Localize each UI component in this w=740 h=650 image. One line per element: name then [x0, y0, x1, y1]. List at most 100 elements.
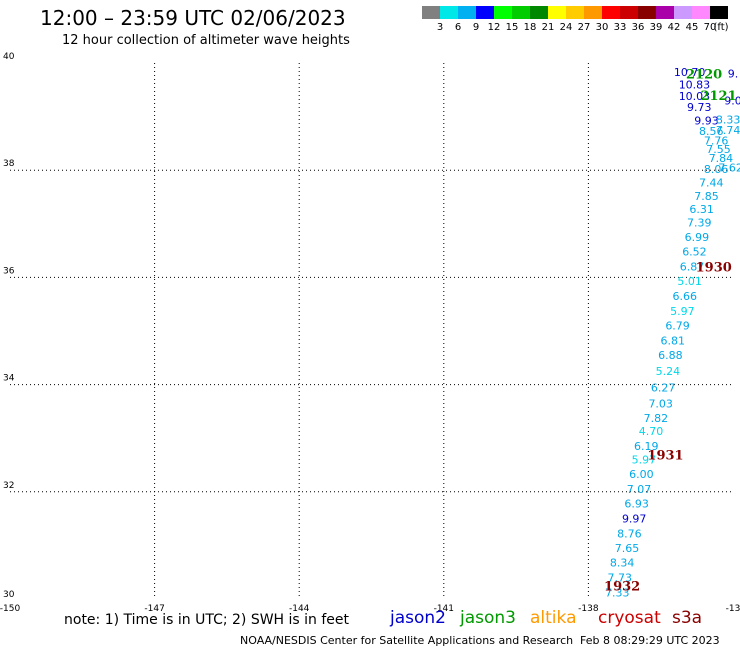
legend-swatch	[440, 6, 458, 19]
y-tick-label: 30	[3, 590, 15, 600]
satellite-s3a: s3a	[672, 608, 703, 628]
wave-height-label: 9.97	[622, 513, 647, 526]
y-tick-label: 36	[3, 266, 15, 276]
legend-swatch	[530, 6, 548, 19]
legend-swatch	[638, 6, 656, 19]
x-tick-label: -147	[144, 604, 164, 614]
wave-height-label: 7.76	[704, 135, 729, 148]
wave-height-label: 6.88	[658, 349, 683, 362]
legend-swatch	[692, 6, 710, 19]
wave-height-label: 7.82	[644, 412, 669, 425]
legend-tick-label: 33	[613, 22, 627, 33]
wave-height-label: 7.62	[718, 162, 740, 175]
wave-height-label: 7.84	[709, 152, 734, 165]
x-tick-label: -150	[0, 604, 20, 614]
satellite-jason3: jason3	[460, 608, 516, 628]
pass-time-label: 2120	[686, 68, 722, 83]
wave-height-label: 6.66	[673, 290, 698, 303]
wave-height-label: 6.31	[689, 203, 714, 216]
legend-swatch	[566, 6, 584, 19]
wave-height-label: 8.33	[716, 113, 740, 126]
wave-height-label: 5.97	[632, 454, 657, 467]
wave-height-label: 8.56	[699, 125, 724, 138]
wave-height-label: 5.24	[656, 365, 681, 378]
wave-height-label: 6.99	[685, 231, 710, 244]
legend-unit: (ft)	[713, 22, 729, 33]
wave-height-label: 7.39	[687, 217, 712, 230]
wave-height-label: 7.65	[615, 542, 640, 555]
wave-height-label: 6.00	[629, 468, 654, 481]
x-tick-label: -138	[578, 604, 599, 614]
chart-subtitle: 12 hour collection of altimeter wave hei…	[62, 33, 350, 48]
footer-timestamp: Feb 8 08:29:29 UTC 2023	[580, 634, 720, 647]
wave-height-label: 8.76	[617, 528, 642, 541]
footer-credit: NOAA/NESDIS Center for Satellite Applica…	[240, 634, 574, 647]
legend-tick-label: 21	[541, 22, 555, 33]
wave-height-label: 7.74	[716, 124, 740, 137]
legend-swatch	[656, 6, 674, 19]
wave-height-label: 6.19	[634, 440, 659, 453]
legend-tick-label: 6	[454, 22, 462, 33]
units-note: note: 1) Time is in UTC; 2) SWH is in fe…	[64, 612, 350, 628]
wave-height-label: 4.70	[639, 425, 664, 438]
wave-height-label: 7.33	[605, 587, 630, 600]
legend-tick-label: 70	[703, 22, 717, 33]
pass-time-label: 1930	[696, 261, 732, 276]
wave-height-points: 10.7010.8310.039.739.938.567.767.557.848…	[604, 66, 740, 600]
wave-height-label: 7.85	[694, 190, 719, 203]
legend-tick-label: 30	[595, 22, 609, 33]
wave-height-label: 10.70	[674, 66, 706, 79]
legend-swatch	[674, 6, 692, 19]
legend-tick-label: 24	[559, 22, 573, 33]
satellite-cryosat: cryosat	[598, 608, 661, 628]
wave-height-label: 9.73	[687, 101, 712, 114]
y-tick-label: 34	[3, 374, 15, 384]
wave-height-label: 9.93	[694, 114, 719, 127]
wave-height-label: 6.27	[651, 381, 676, 394]
satellite-altika: altika	[530, 608, 577, 628]
legend-tick-label: 9	[472, 22, 480, 33]
wave-height-label: 10.83	[679, 78, 711, 91]
wave-height-label: 8.34	[610, 557, 635, 570]
chart-title: 12:00 – 23:59 UTC 02/06/2023	[40, 6, 346, 30]
legend-swatch	[476, 6, 494, 19]
wave-height-label: 7.55	[706, 143, 731, 156]
legend-swatch	[602, 6, 620, 19]
wave-height-label: 6.81	[661, 335, 686, 348]
legend-tick-label: 42	[667, 22, 681, 33]
legend-swatch	[548, 6, 566, 19]
legend-tick-label: 3	[436, 22, 444, 33]
wave-height-label: 9.	[728, 68, 739, 81]
legend-swatch	[458, 6, 476, 19]
wave-height-label: 7.03	[648, 397, 673, 410]
legend-tick-label: 27	[577, 22, 591, 33]
legend-swatch	[620, 6, 638, 19]
wave-height-label: 5.97	[670, 305, 695, 318]
x-tick-label: -141	[434, 604, 454, 614]
wave-height-label: 8.06	[704, 163, 729, 176]
wave-height-label: 10.03	[679, 90, 711, 103]
wave-height-label: 6.93	[624, 498, 649, 511]
wave-height-label: 6.87	[680, 261, 705, 274]
legend-tick-label: 15	[505, 22, 519, 33]
pass-time-label: 1931	[647, 448, 683, 463]
wave-height-label: 9.0	[724, 95, 740, 108]
wave-height-label: 5.01	[677, 275, 702, 288]
legend-tick-label: 18	[523, 22, 537, 33]
legend-tick-label: 45	[685, 22, 699, 33]
wave-height-label: 6.79	[665, 320, 690, 333]
x-tick-label: -13	[726, 604, 740, 614]
y-tick-label: 40	[3, 52, 15, 62]
legend-swatch	[512, 6, 530, 19]
legend-tick-label: 12	[487, 22, 501, 33]
y-tick-label: 38	[3, 159, 15, 169]
wave-height-label: 7.44	[699, 177, 724, 190]
legend-tick-label: 39	[649, 22, 663, 33]
legend-tick-label: 36	[631, 22, 645, 33]
legend-swatch	[494, 6, 512, 19]
satellite-jason2: jason2	[390, 608, 446, 628]
legend-swatch	[422, 6, 440, 19]
pass-time-label: 2121	[700, 89, 736, 104]
y-tick-label: 32	[3, 481, 14, 491]
